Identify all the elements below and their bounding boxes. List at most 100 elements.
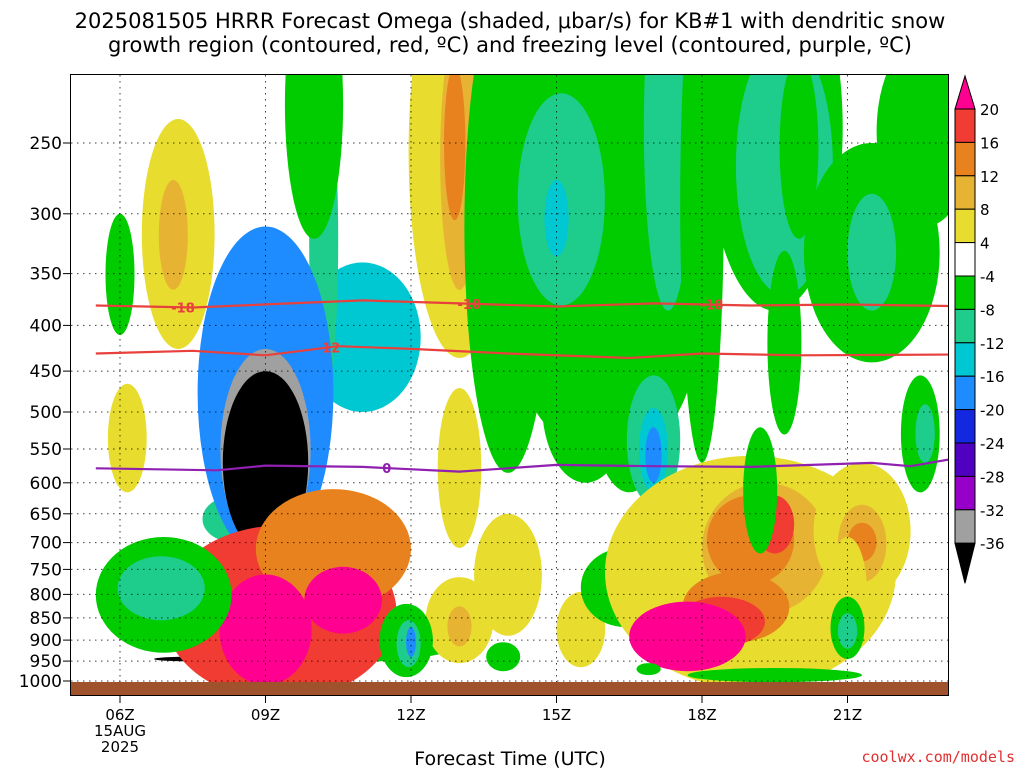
colorbar-segment-2 — [954, 141, 976, 177]
omega-cell-15 — [107, 383, 147, 493]
y-tick-label-950: 950 — [30, 652, 62, 672]
y-tick-label-400: 400 — [30, 316, 62, 336]
omega-cell-65 — [847, 193, 897, 311]
colorbar-segment-7 — [954, 308, 976, 344]
y-tick-label-450: 450 — [30, 362, 62, 382]
contour-line-1 — [95, 345, 949, 360]
omega-cell-73 — [974, 627, 993, 677]
colorbar-segment-5 — [954, 242, 976, 277]
y-tick-label-550: 550 — [30, 440, 62, 460]
y-tick-label-1000: 1000 — [19, 672, 62, 692]
contour-label-2-0: 0 — [382, 462, 391, 477]
colorbar-label-1: 16 — [980, 134, 999, 152]
omega-cell-14 — [120, 110, 135, 187]
ground-layer — [71, 682, 949, 695]
colorbar-label-8: -16 — [980, 368, 1005, 386]
colorbar-segment-4 — [954, 208, 976, 244]
colorbar-label-6: -8 — [980, 301, 995, 319]
chart-title-line-2: growth region (contoured, red, ºC) and f… — [108, 33, 912, 57]
omega-cell-31 — [447, 606, 472, 647]
contour-line-0 — [95, 299, 949, 309]
contour-layer: -18 -18 -18 -12 0 — [95, 298, 949, 477]
x-tick-label-18-0: 18Z — [687, 706, 716, 724]
y-tick-label-800: 800 — [30, 585, 62, 605]
omega-cell-50 — [629, 601, 746, 672]
x-axis-label: Forecast Time (UTC) — [414, 748, 605, 768]
x-tick-label-6-2: 2025 — [101, 738, 139, 756]
omega-cell-38 — [486, 642, 521, 672]
y-tick-label-750: 750 — [30, 560, 62, 580]
colorbar-label-2: 12 — [980, 168, 999, 186]
omega-cell-37 — [437, 388, 482, 548]
x-tick-label-12-0: 12Z — [396, 706, 425, 724]
omega-cell-32 — [474, 513, 542, 636]
colorbar-segment-12 — [954, 475, 976, 511]
omega-cell-28 — [643, 75, 693, 311]
y-tick-label-350: 350 — [30, 265, 62, 285]
colorbar-segment-11 — [954, 442, 976, 477]
omega-cell-68 — [743, 427, 778, 554]
omega-cell-19 — [284, 75, 344, 239]
y-axis: 2503003504004505005506006507007508008509… — [19, 134, 71, 692]
x-tick-label-6-0: 06Z — [105, 706, 134, 724]
omega-cell-67 — [767, 250, 802, 435]
colorbar-segment-8 — [954, 342, 976, 377]
omega-cell-13 — [158, 180, 188, 290]
plot-frame — [70, 74, 949, 696]
x-tick-label-6-1: 15AUG — [94, 722, 146, 740]
omega-shading — [95, 75, 993, 682]
omega-cell-74 — [687, 668, 863, 682]
y-tick-label-650: 650 — [30, 505, 62, 525]
omega-cell-18 — [117, 556, 205, 621]
grid-layer — [71, 75, 949, 682]
ground-strip — [71, 682, 949, 695]
omega-cell-36 — [406, 627, 416, 657]
colorbar-arrow-bottom — [954, 542, 976, 584]
y-tick-label-700: 700 — [30, 534, 62, 554]
colorbar-segment-6 — [954, 275, 976, 310]
colorbar-label-10: -24 — [980, 435, 1005, 453]
colorbar-segment-9 — [954, 375, 976, 411]
omega-cell-63 — [779, 75, 819, 239]
colorbar-segment-1 — [954, 108, 976, 143]
omega-cell-75 — [636, 663, 661, 676]
colorbar-label-0: 20 — [980, 101, 999, 119]
contour-label-0-1: -18 — [457, 298, 481, 313]
colorbar-label-4: 4 — [980, 235, 990, 253]
colorbar: 20 16 12 8 4 -4 -8 -12 -16 -20 -24 -28 -32 -36 — [954, 74, 1005, 584]
colorbar-segment-3 — [954, 175, 976, 210]
colorbar-segment-13 — [954, 509, 976, 544]
y-tick-label-500: 500 — [30, 403, 62, 423]
contour-line-2 — [95, 458, 949, 473]
omega-cell-66 — [876, 75, 949, 227]
colorbar-label-12: -32 — [980, 502, 1005, 520]
omega-cell-70 — [915, 404, 935, 463]
chart-title-line-1: 2025081505 HRRR Forecast Omega (shaded, … — [75, 9, 946, 33]
omega-cell-22 — [444, 75, 466, 221]
contour-label-1-0: -12 — [317, 341, 341, 356]
x-tick-label-21-0: 21Z — [833, 706, 862, 724]
colorbar-arrow-top — [954, 74, 976, 110]
x-tick-label-9-0: 09Z — [251, 706, 280, 724]
colorbar-segment-10 — [954, 409, 976, 444]
colorbar-label-7: -12 — [980, 335, 1005, 353]
colorbar-label-3: 8 — [980, 201, 990, 219]
colorbar-label-5: -4 — [980, 268, 995, 286]
y-tick-label-850: 850 — [30, 609, 62, 629]
omega-cell-11 — [304, 566, 382, 634]
y-tick-label-900: 900 — [30, 631, 62, 651]
omega-cell-26 — [544, 180, 569, 257]
contour-label-0-2: -18 — [700, 299, 724, 314]
colorbar-label-13: -36 — [980, 535, 1005, 553]
contour-label-0-0: -18 — [171, 301, 195, 316]
colorbar-label-9: -20 — [980, 402, 1005, 420]
y-tick-label-300: 300 — [30, 205, 62, 225]
site-credit: coolwx.com/models — [861, 748, 1015, 766]
omega-cell-42 — [645, 427, 662, 483]
x-tick-label-15-0: 15Z — [542, 706, 571, 724]
y-tick-label-250: 250 — [30, 134, 62, 154]
omega-cell-62 — [680, 75, 724, 463]
